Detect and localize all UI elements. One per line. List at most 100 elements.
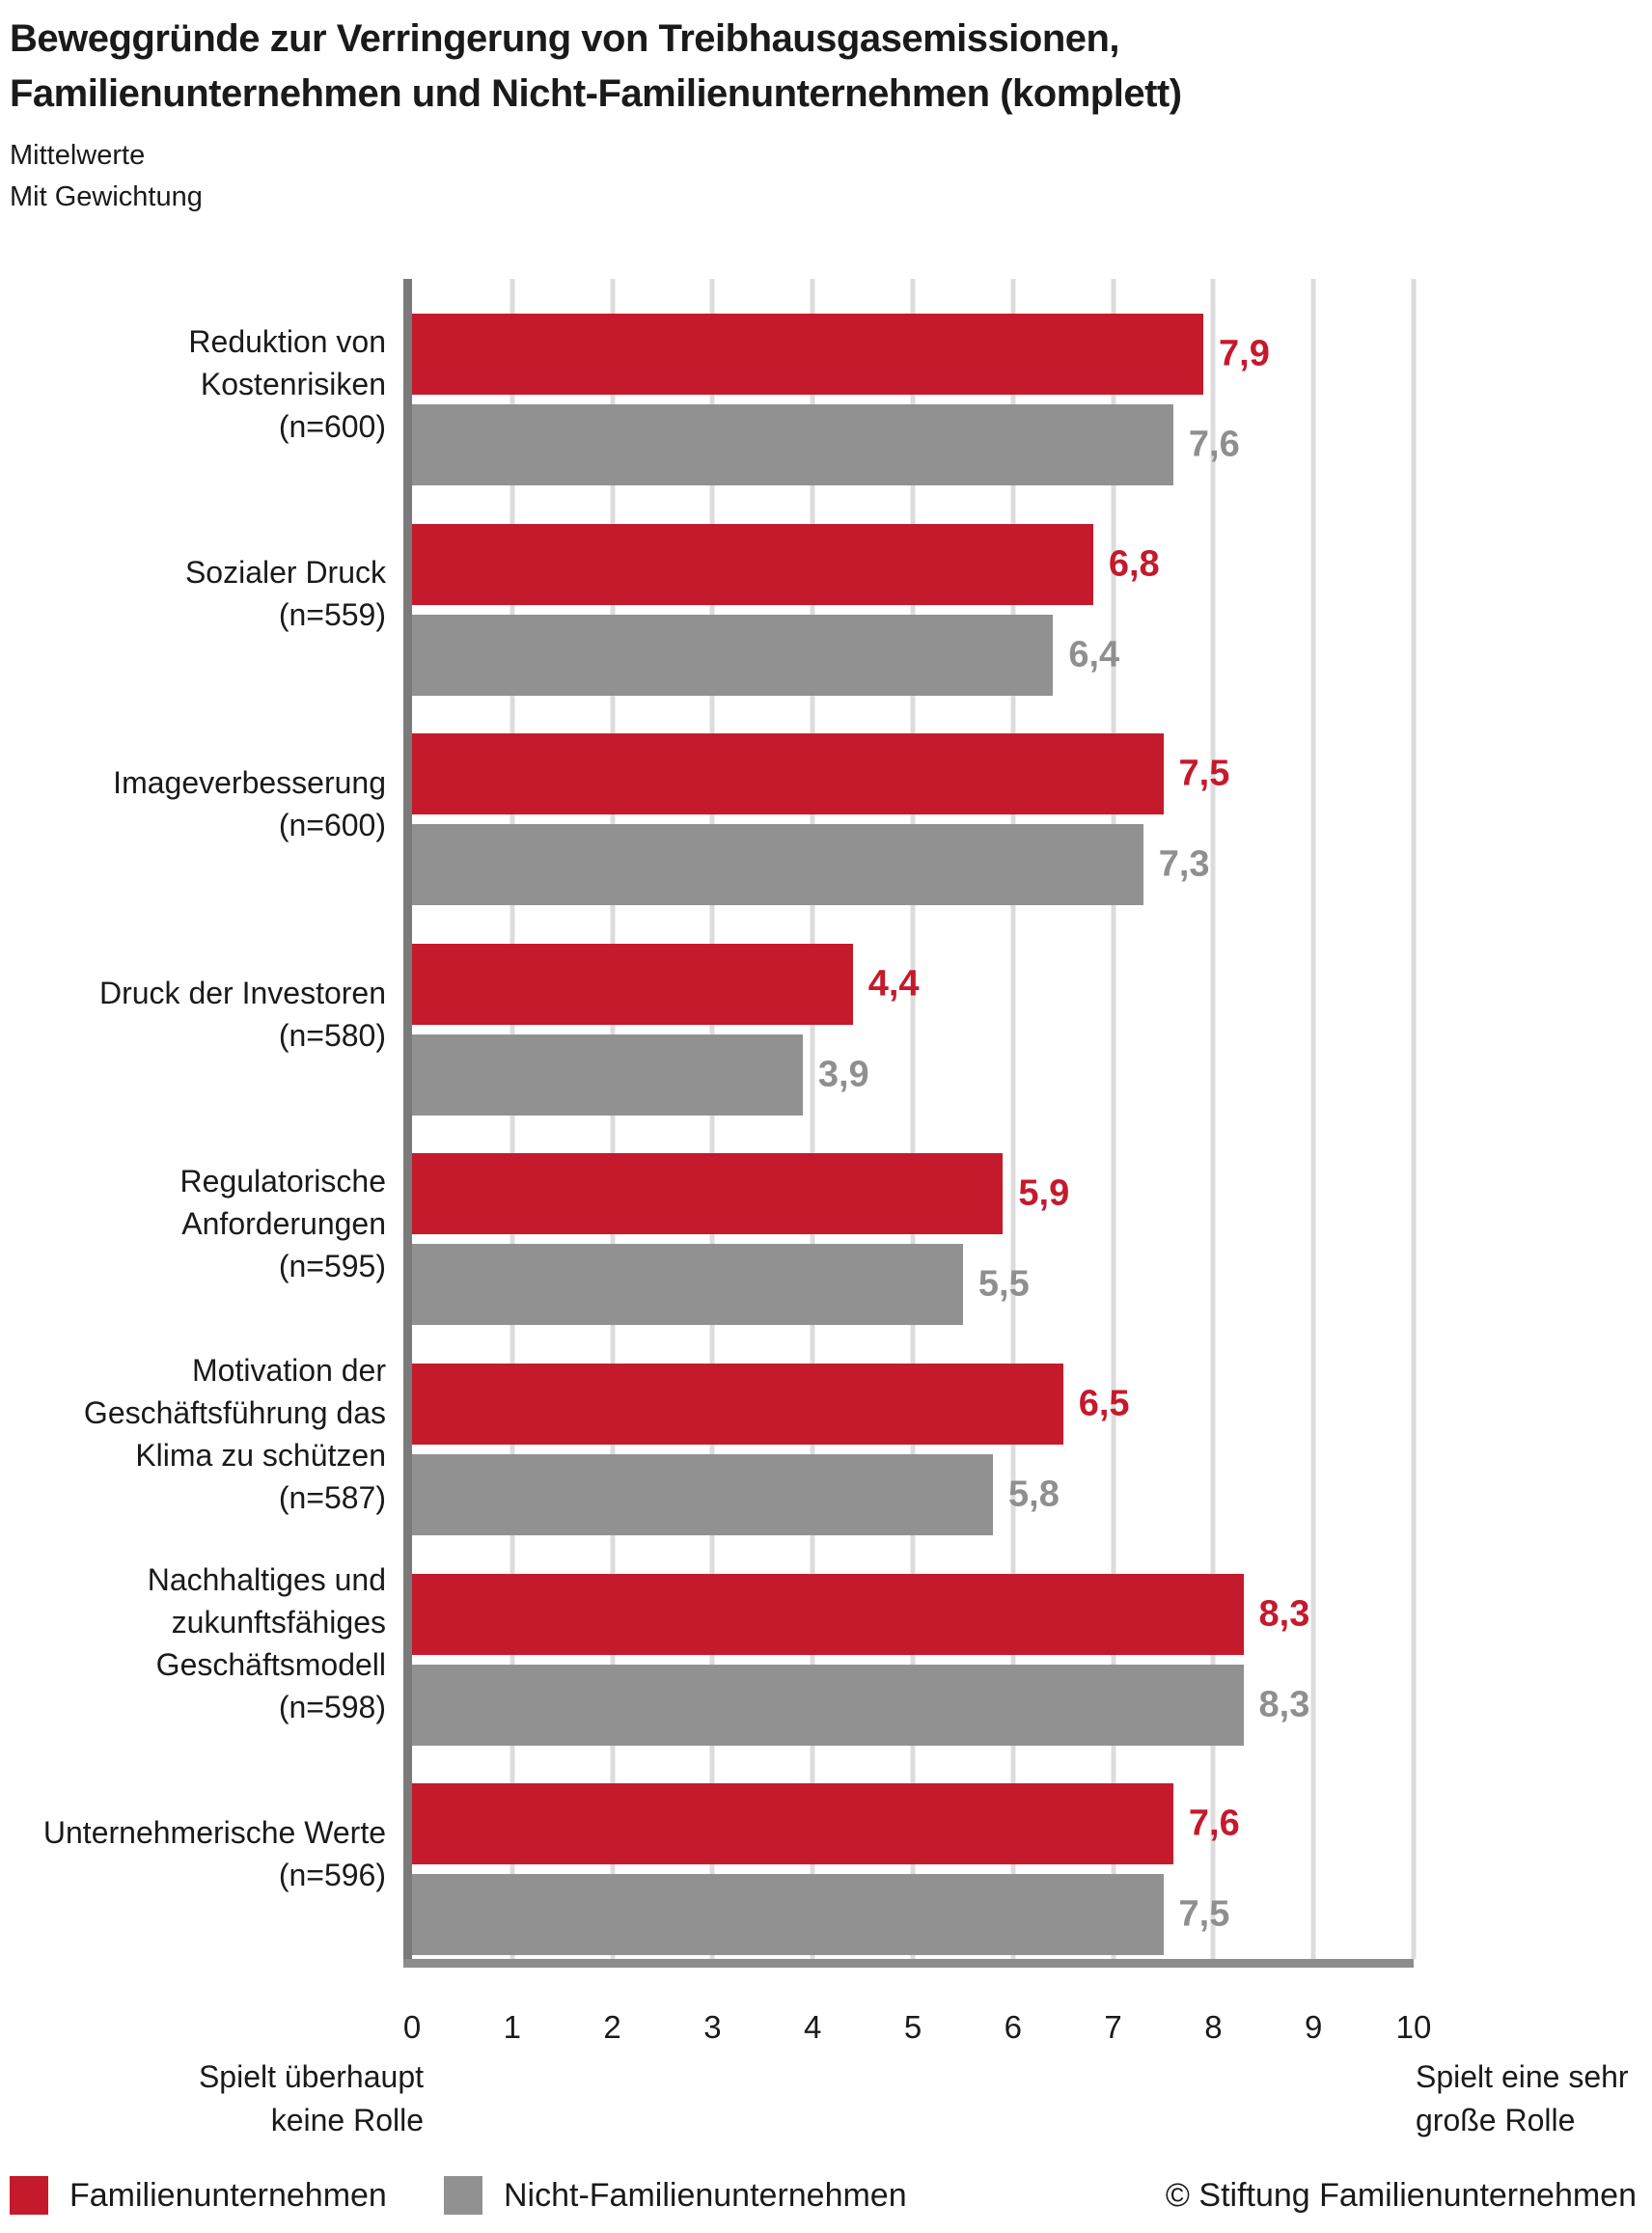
bar-familienunternehmen: 6,5 — [412, 1364, 1130, 1445]
bar-familienunternehmen: 4,4 — [412, 943, 920, 1025]
legend-swatch-red-icon — [10, 2176, 48, 2215]
gridline — [610, 279, 616, 1959]
x-tick-label: 3 — [703, 2009, 722, 2045]
category-label-line: (n=587) — [278, 1479, 386, 1515]
category-label-line: (n=598) — [278, 1690, 386, 1725]
bar-nicht-familienunternehmen: 5,5 — [412, 1244, 1030, 1326]
gridline — [709, 279, 715, 1959]
category-label-line: (n=600) — [278, 408, 386, 444]
page-title: Beweggründe zur Verringerung von Treibha… — [10, 12, 1182, 122]
bar-value-label: 6,4 — [1068, 634, 1120, 675]
category-label-line: Sozialer Druck — [184, 555, 386, 591]
bar-value-label: 7,9 — [1219, 333, 1270, 374]
x-tick-label: 2 — [603, 2009, 621, 2045]
subtitle-line-2: Mit Gewichtung — [10, 181, 203, 212]
category-row: Reduktion von Kostenrisiken (n=600) 7,9 7,6 — [188, 279, 1414, 489]
category-row: Regulatorische Anforderungen (n=595) 5,9 5,5 — [180, 1118, 1414, 1329]
category-label-line: zukunftsfähiges — [171, 1605, 386, 1640]
legend-item-familienunternehmen: Familienunternehmen — [10, 2171, 387, 2219]
category-label: Druck der Investoren (n=580) — [10, 909, 386, 1119]
bar-value-label: 7,6 — [1188, 1803, 1240, 1844]
x-tick-label: 5 — [903, 2009, 922, 2045]
x-tick-label: 7 — [1104, 2009, 1122, 2045]
gridline — [1411, 279, 1417, 1959]
subtitle-line-1: Mittelwerte — [10, 140, 146, 171]
bar-value-label: 5,8 — [1008, 1474, 1060, 1515]
bar-value-label: 5,5 — [977, 1263, 1030, 1305]
gridline — [1310, 279, 1316, 1959]
bar-value-label: 8,3 — [1258, 1593, 1310, 1635]
bar-nicht-familienunternehmen: 7,5 — [412, 1874, 1229, 1956]
title-line-2: Familienunternehmen und Nicht-Familienun… — [10, 72, 1182, 115]
axis-caption-right-line-1: Spielt eine sehr — [1416, 2059, 1629, 2094]
axis-caption-right-line-2: große Rolle — [1416, 2103, 1576, 2137]
bar-nicht-familienunternehmen: 7,6 — [412, 404, 1240, 485]
category-label: Regulatorische Anforderungen (n=595) — [10, 1118, 386, 1329]
axis-caption-right: Spielt eine sehr große Rolle — [1416, 2055, 1652, 2142]
gridline — [1111, 279, 1116, 1959]
x-tick-label: 4 — [804, 2009, 822, 2045]
bar-familienunternehmen: 8,3 — [412, 1573, 1309, 1655]
category-row: Druck der Investoren (n=580) 4,4 3,9 — [99, 909, 1414, 1119]
bar-value-label: 7,6 — [1188, 424, 1240, 465]
category-label-line: (n=559) — [278, 597, 386, 633]
category-label-line: Geschäftsmodell — [155, 1647, 386, 1683]
bar-nicht-familienunternehmen: 7,3 — [412, 824, 1210, 906]
bar-nicht-familienunternehmen: 3,9 — [412, 1034, 869, 1116]
category-label-line: Imageverbesserung — [113, 764, 386, 800]
gridline — [810, 279, 815, 1959]
bar-familienunternehmen: 5,9 — [412, 1153, 1069, 1235]
category-label-line: Nachhaltiges und — [147, 1562, 386, 1598]
gridline — [509, 279, 515, 1959]
x-tick-label: 6 — [1004, 2009, 1022, 2045]
x-tick-label: 9 — [1305, 2009, 1323, 2045]
axis-caption-left: Spielt überhaupt keine Rolle — [105, 2055, 424, 2142]
gridline — [1010, 279, 1016, 1959]
plot-area: Reduktion von Kostenrisiken (n=600) 7,9 7,6 S… — [43, 279, 1629, 2137]
category-label-line: Regulatorische — [179, 1164, 386, 1199]
bar-nicht-familienunternehmen: 5,8 — [412, 1454, 1060, 1535]
category-label: Unternehmerische Werte (n=596) — [10, 1749, 386, 1959]
axis-caption-left-line-1: Spielt überhaupt — [198, 2059, 424, 2094]
axis-caption-left-line-2: keine Rolle — [270, 2103, 424, 2137]
bar-value-label: 6,8 — [1108, 543, 1160, 585]
bar-familienunternehmen: 7,6 — [412, 1783, 1240, 1865]
category-label-line: Klima zu schützen — [135, 1437, 386, 1473]
gridline — [1210, 279, 1216, 1959]
category-label: Nachhaltiges und zukunftsfähiges Geschäfts… — [10, 1539, 386, 1750]
category-label-line: Kostenrisiken — [200, 366, 386, 401]
legend-label: Familienunternehmen — [69, 2176, 387, 2214]
category-row: Nachhaltiges und zukunftsfähiges Geschäfts… — [148, 1539, 1414, 1750]
bar-value-label: 3,9 — [817, 1054, 869, 1095]
category-label: Sozialer Druck (n=559) — [10, 489, 386, 700]
category-row: Motivation der Geschäftsführung das Klima … — [84, 1329, 1414, 1539]
x-axis-ticks: 0 1 2 3 4 5 6 7 8 9 10 — [403, 2009, 1432, 2048]
copyright-notice: © Stiftung Familienunternehmen — [1165, 2176, 1637, 2214]
legend-item-nicht-familienunternehmen: Nicht-Familienunternehmen — [444, 2171, 907, 2219]
category-label: Motivation der Geschäftsführung das Klima … — [10, 1329, 386, 1539]
legend-label: Nicht-Familienunternehmen — [504, 2176, 907, 2214]
category-label: Imageverbesserung (n=600) — [10, 699, 386, 909]
bar-familienunternehmen: 7,9 — [412, 314, 1270, 395]
x-axis-line — [403, 1959, 1414, 1968]
bar-familienunternehmen: 6,8 — [412, 523, 1160, 605]
category-label-line: (n=580) — [278, 1017, 386, 1053]
legend-swatch-gray-icon — [444, 2176, 482, 2215]
legend: Familienunternehmen Nicht-Familienuntern… — [0, 2171, 1652, 2219]
category-label-line: Reduktion von — [188, 323, 386, 359]
category-label-line: Anforderungen — [181, 1206, 386, 1242]
title-line-1: Beweggründe zur Verringerung von Treibha… — [10, 17, 1120, 60]
category-label-line: Geschäftsführung das — [83, 1394, 386, 1430]
x-tick-label: 0 — [402, 2009, 422, 2045]
bar-value-label: 8,3 — [1258, 1684, 1310, 1725]
x-tick-label: 10 — [1395, 2009, 1432, 2045]
bar-value-label: 4,4 — [867, 963, 920, 1005]
category-row: Unternehmerische Werte (n=596) 7,6 7,5 — [43, 1749, 1414, 1959]
category-label-line: Druck der Investoren — [98, 975, 386, 1010]
bar-nicht-familienunternehmen: 8,3 — [412, 1664, 1309, 1746]
y-axis-line — [403, 279, 412, 1959]
category-row: Sozialer Druck (n=559) 6,8 6,4 — [185, 489, 1414, 700]
category-label: Reduktion von Kostenrisiken (n=600) — [10, 279, 386, 489]
gridline — [910, 279, 916, 1959]
